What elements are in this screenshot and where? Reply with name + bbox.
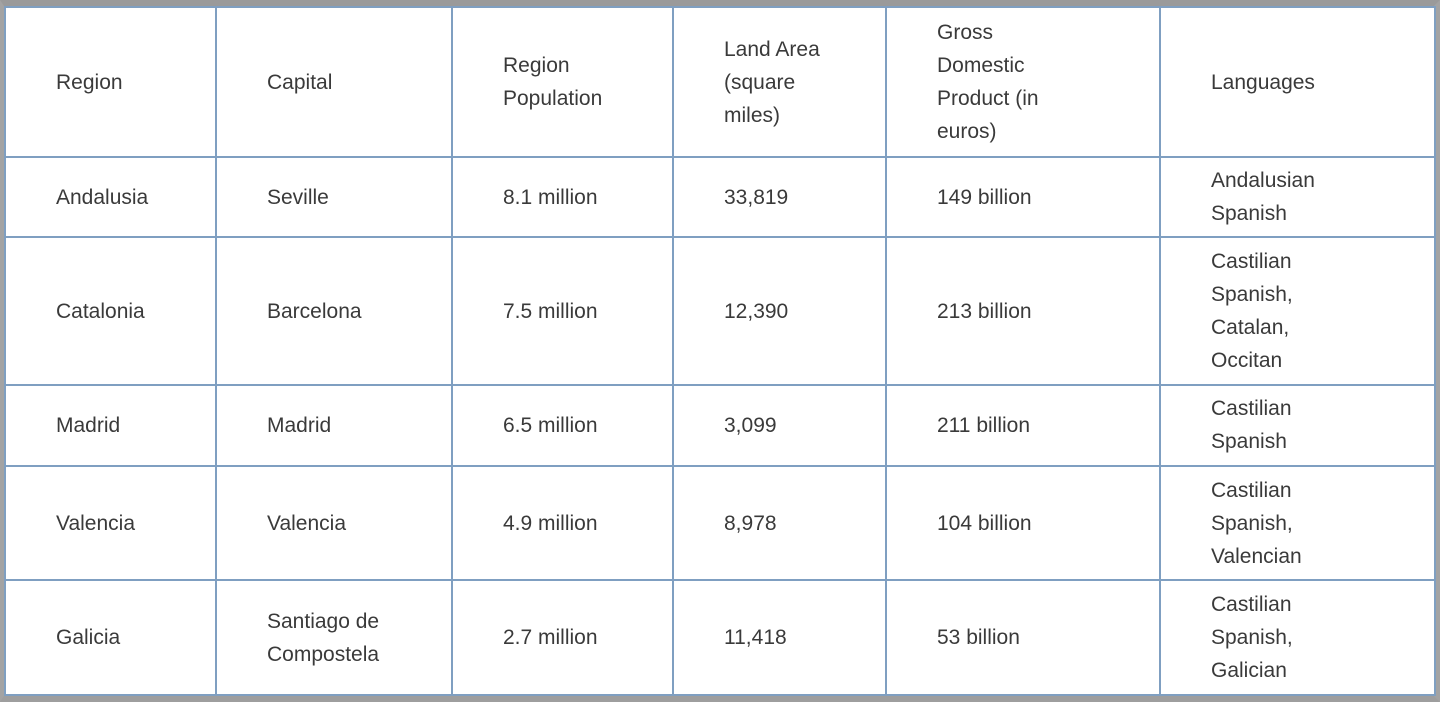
cell-languages: Castilian Spanish, Galician <box>1159 579 1436 696</box>
cell-region: Galicia <box>4 579 217 696</box>
header-languages: Languages <box>1159 6 1436 158</box>
cell-region: Madrid <box>4 384 217 467</box>
header-land-area: Land Area (square miles) <box>672 6 887 158</box>
table-row: Galicia Santiago de Compostela 2.7 milli… <box>4 579 1436 696</box>
cell-population: 4.9 million <box>451 464 674 582</box>
cell-region: Valencia <box>4 464 217 582</box>
cell-gdp: 211 billion <box>885 384 1161 467</box>
regions-table: Region Capital Region Population Land Ar… <box>4 6 1436 696</box>
header-region: Region <box>4 6 217 158</box>
cell-capital: Valencia <box>215 464 453 582</box>
cell-gdp: 149 billion <box>885 155 1161 239</box>
cell-region: Catalonia <box>4 236 217 387</box>
cell-gdp: 104 billion <box>885 464 1161 582</box>
table-row: Catalonia Barcelona 7.5 million 12,390 2… <box>4 236 1436 387</box>
cell-population: 7.5 million <box>451 236 674 387</box>
cell-capital: Santiago de Compostela <box>215 579 453 696</box>
cell-population: 2.7 million <box>451 579 674 696</box>
cell-land-area: 3,099 <box>672 384 887 467</box>
cell-population: 6.5 million <box>451 384 674 467</box>
cell-capital: Barcelona <box>215 236 453 387</box>
table-header-row: Region Capital Region Population Land Ar… <box>4 6 1436 158</box>
header-region-population: Region Population <box>451 6 674 158</box>
cell-land-area: 11,418 <box>672 579 887 696</box>
header-capital: Capital <box>215 6 453 158</box>
cell-land-area: 12,390 <box>672 236 887 387</box>
cell-population: 8.1 million <box>451 155 674 239</box>
table-row: Valencia Valencia 4.9 million 8,978 104 … <box>4 464 1436 582</box>
table-row: Madrid Madrid 6.5 million 3,099 211 bill… <box>4 384 1436 467</box>
header-gdp: Gross Domestic Product (in euros) <box>885 6 1161 158</box>
cell-capital: Seville <box>215 155 453 239</box>
cell-languages: Castilian Spanish, Catalan, Occitan <box>1159 236 1436 387</box>
cell-gdp: 213 billion <box>885 236 1161 387</box>
cell-gdp: 53 billion <box>885 579 1161 696</box>
cell-capital: Madrid <box>215 384 453 467</box>
cell-languages: Castilian Spanish <box>1159 384 1436 467</box>
cell-land-area: 33,819 <box>672 155 887 239</box>
cell-land-area: 8,978 <box>672 464 887 582</box>
cell-region: Andalusia <box>4 155 217 239</box>
cell-languages: Castilian Spanish, Valencian <box>1159 464 1436 582</box>
table-row: Andalusia Seville 8.1 million 33,819 149… <box>4 155 1436 239</box>
cell-languages: Andalusian Spanish <box>1159 155 1436 239</box>
